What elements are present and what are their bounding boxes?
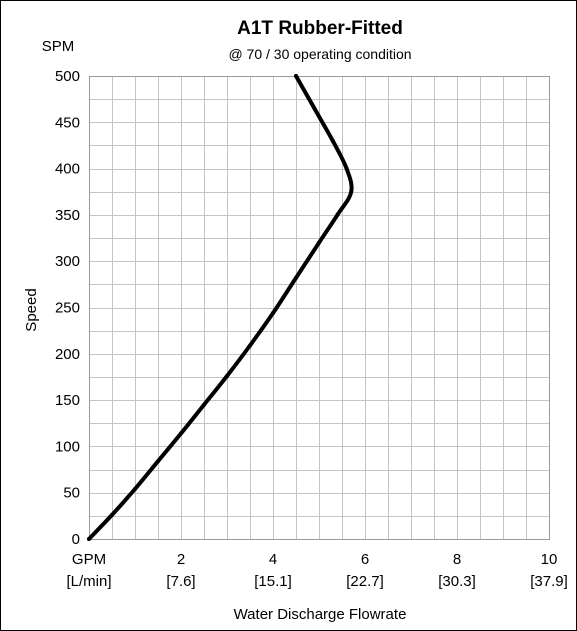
x-tick-secondary-label: [7.6]	[166, 573, 195, 590]
y-tick-label: 150	[55, 392, 80, 409]
x-tick-label: 10	[541, 551, 558, 568]
x-tick-label: 6	[361, 551, 369, 568]
y-tick-label: 500	[55, 68, 80, 85]
x-tick-label: 2	[177, 551, 185, 568]
data-point	[317, 240, 321, 245]
x-tick-label: 4	[269, 551, 277, 568]
y-tick-label: 350	[55, 207, 80, 224]
y-tick-label: 400	[55, 161, 80, 178]
data-point	[312, 106, 317, 111]
data-point	[87, 537, 91, 541]
x-tick-secondary-label: [15.1]	[254, 573, 292, 590]
series-layer	[87, 74, 354, 541]
x-unit-label: GPM	[72, 551, 106, 568]
data-point	[156, 459, 160, 464]
x-tick-label: 8	[453, 551, 461, 568]
data-point	[225, 374, 229, 379]
y-axis-label: Speed	[23, 288, 40, 331]
data-point	[110, 512, 114, 517]
data-point	[294, 275, 298, 280]
chart-subtitle: @ 70 / 30 operating condition	[228, 46, 411, 62]
data-point	[335, 212, 340, 217]
x-tick-secondary-label: [37.9]	[530, 573, 568, 590]
y-tick-label: 300	[55, 253, 80, 270]
data-point	[248, 343, 252, 348]
y-unit-label: SPM	[42, 38, 75, 55]
x-secondary-unit-label: [L/min]	[66, 573, 111, 590]
x-tick-secondary-label: [30.3]	[438, 573, 476, 590]
data-point	[179, 431, 183, 436]
data-point	[330, 138, 335, 143]
tick-labels: 0 50 100 150 200 250 300 350 400 450 500 2 [7.6] 4 [15…	[55, 68, 568, 590]
y-tick-label: 100	[55, 438, 80, 455]
y-tick-label: 250	[55, 300, 80, 317]
data-point	[202, 402, 206, 407]
data-point	[349, 189, 354, 194]
plot-area	[89, 76, 550, 540]
data-point	[133, 486, 137, 491]
data-point	[294, 74, 298, 78]
y-tick-label: 0	[72, 531, 80, 548]
y-tick-label: 200	[55, 346, 80, 363]
data-point	[344, 166, 349, 171]
chart-title: A1T Rubber-Fitted	[237, 18, 403, 39]
y-tick-label: 50	[63, 485, 80, 502]
x-axis-label: Water Discharge Flowrate	[234, 606, 407, 623]
data-point	[271, 311, 275, 316]
grid	[89, 76, 550, 540]
y-tick-label: 450	[55, 114, 80, 131]
x-tick-secondary-label: [22.7]	[346, 573, 384, 590]
